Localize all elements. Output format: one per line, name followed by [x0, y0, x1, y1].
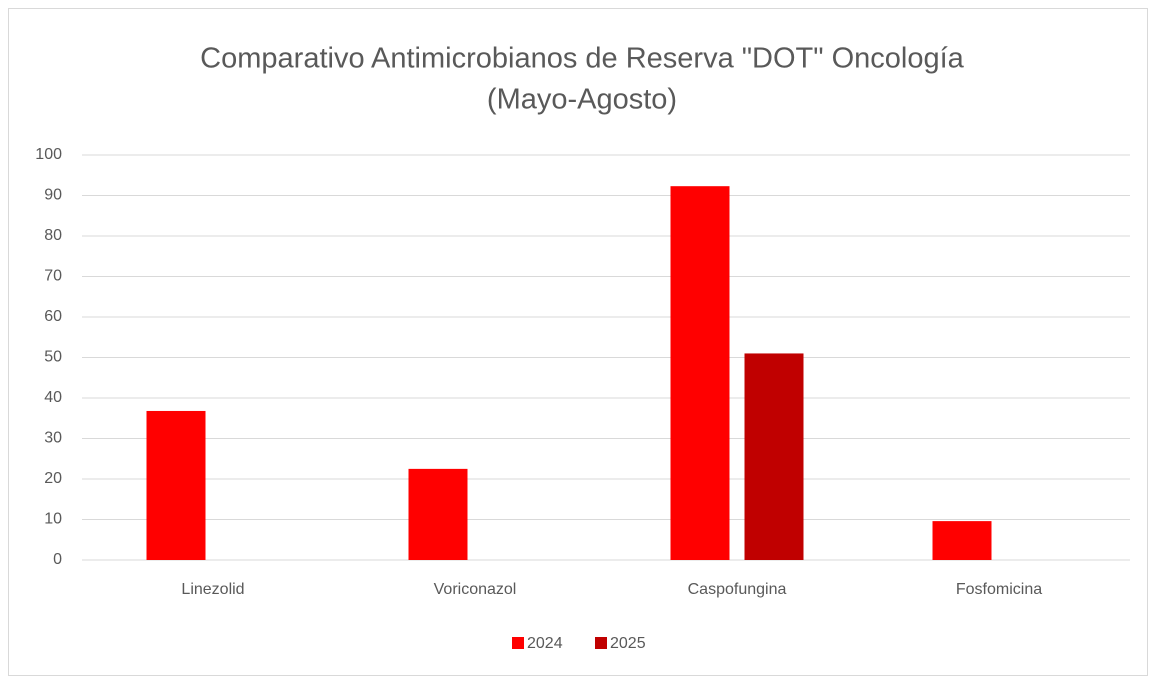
y-tick-label: 10 — [44, 511, 62, 528]
chart-title: (Mayo-Agosto) — [487, 84, 677, 116]
legend-label: 2025 — [610, 635, 646, 652]
legend-swatch — [595, 637, 607, 649]
bar — [932, 521, 992, 560]
x-tick-label: Fosfomicina — [956, 581, 1042, 598]
legend-swatch — [512, 637, 524, 649]
y-tick-label: 30 — [44, 430, 62, 447]
x-tick-label: Voriconazol — [434, 581, 517, 598]
y-tick-label: 80 — [44, 227, 62, 244]
legend-label: 2024 — [527, 635, 563, 652]
chart-border — [8, 8, 1148, 676]
y-tick-label: 70 — [44, 268, 62, 285]
y-tick-label: 20 — [44, 470, 62, 487]
bar — [670, 186, 730, 560]
y-tick-label: 90 — [44, 187, 62, 204]
bar — [146, 410, 206, 560]
x-tick-label: Caspofungina — [688, 581, 787, 598]
y-tick-label: 60 — [44, 308, 62, 325]
y-tick-label: 0 — [53, 551, 62, 568]
y-tick-label: 50 — [44, 349, 62, 366]
x-tick-label: Linezolid — [181, 581, 244, 598]
y-tick-label: 40 — [44, 389, 62, 406]
y-tick-label: 100 — [35, 146, 62, 163]
bar — [744, 353, 804, 560]
chart-title: Comparativo Antimicrobianos de Reserva "… — [200, 43, 965, 75]
bar — [408, 468, 468, 560]
